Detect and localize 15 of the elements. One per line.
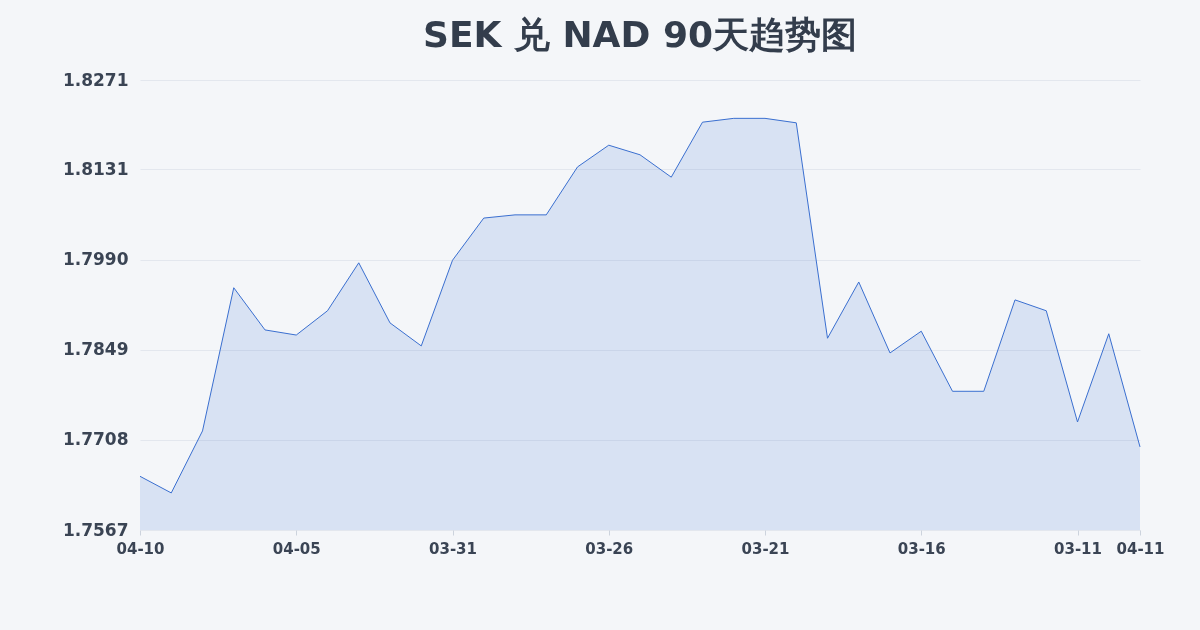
y-tick-label: 1.8131 — [62, 158, 129, 179]
x-tick-label: 03-26 — [585, 539, 634, 558]
y-tick-label: 1.8271 — [62, 69, 129, 90]
y-tick-label: 1.7567 — [62, 519, 129, 540]
y-tick-label: 1.7849 — [62, 339, 129, 360]
x-tick-label: 03-16 — [897, 539, 946, 558]
y-tick-label: 1.7708 — [62, 429, 129, 450]
x-tick-label: 03-31 — [429, 539, 477, 558]
y-tick-label: 1.7990 — [62, 249, 129, 270]
x-tick-label: 03-21 — [741, 539, 790, 558]
x-tick-label: 04-10 — [116, 539, 165, 558]
x-tick-label: 04-05 — [272, 539, 321, 558]
x-tick-label: 03-11 — [1054, 539, 1102, 558]
x-tick-label: 04-11 — [1116, 539, 1165, 558]
chart-title: SEK 兑 NAD 90天趋势图 — [423, 14, 857, 55]
